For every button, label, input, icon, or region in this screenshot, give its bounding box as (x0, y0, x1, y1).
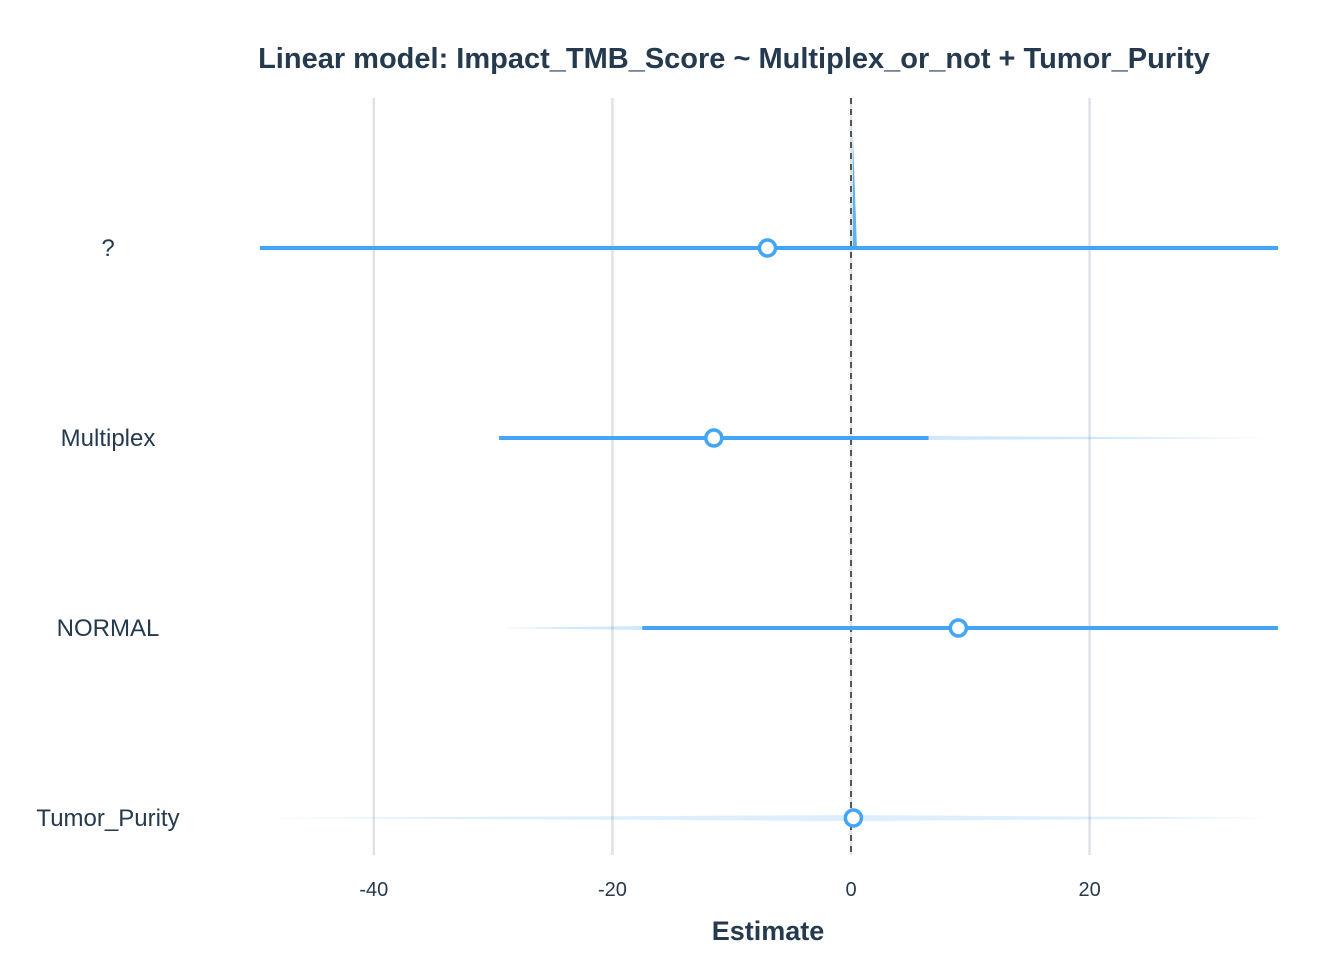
term-label: Tumor_Purity (36, 805, 179, 832)
x-tick-label: -40 (359, 879, 388, 901)
x-tick-labels: -40 -20 0 20 (359, 879, 1100, 901)
term-label: ? (101, 235, 114, 262)
term-label: Multiplex (61, 425, 156, 452)
estimate-point (704, 428, 724, 448)
term-labels: ? Multiplex NORMAL Tumor_Purity (36, 235, 179, 832)
chart-title: Linear model: Impact_TMB_Score ~ Multipl… (258, 43, 1210, 75)
density-shape (499, 626, 643, 630)
density-shape (260, 815, 1278, 821)
estimate-points (704, 238, 969, 828)
estimate-point (843, 808, 864, 828)
x-tick-label: 0 (845, 879, 856, 901)
density-shape (852, 132, 857, 248)
term-label: NORMAL (57, 615, 160, 642)
gridlines (372, 98, 1091, 855)
density-shape (928, 436, 1278, 440)
x-tick-label: -20 (598, 879, 627, 901)
density-shapes (260, 132, 1278, 821)
estimate-point (757, 238, 778, 258)
x-axis-label: Estimate (712, 916, 825, 946)
x-tick-label: 20 (1078, 879, 1100, 901)
estimate-point (948, 618, 969, 638)
